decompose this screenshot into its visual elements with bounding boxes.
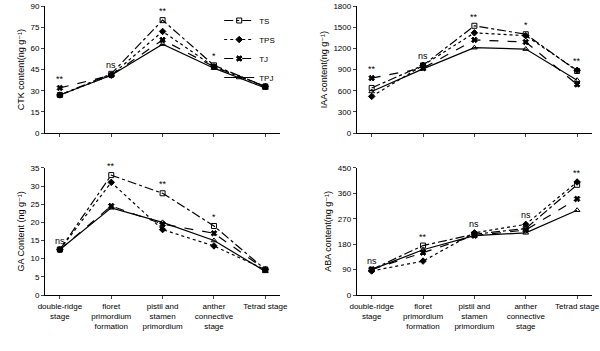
svg-text:Tetrad stage: Tetrad stage bbox=[243, 302, 288, 311]
svg-text:*: * bbox=[524, 20, 528, 30]
svg-text:**: ** bbox=[573, 168, 581, 178]
svg-text:600: 600 bbox=[338, 87, 352, 96]
svg-text:60: 60 bbox=[30, 44, 39, 53]
svg-text:antherconnectivestage: antherconnectivestage bbox=[507, 302, 546, 332]
svg-text:900: 900 bbox=[338, 65, 352, 74]
svg-text:*: * bbox=[212, 51, 216, 61]
svg-text:ns: ns bbox=[521, 210, 531, 220]
svg-text:0: 0 bbox=[35, 129, 40, 138]
svg-text:ns: ns bbox=[106, 60, 116, 70]
svg-text:**: ** bbox=[419, 232, 427, 242]
svg-text:**: ** bbox=[470, 12, 478, 22]
svg-text:45: 45 bbox=[30, 65, 39, 74]
svg-text:CTK content(ng g⁻¹): CTK content(ng g⁻¹) bbox=[16, 29, 26, 110]
svg-text:TPS: TPS bbox=[259, 36, 275, 45]
svg-text:90: 90 bbox=[342, 265, 351, 274]
svg-text:20: 20 bbox=[30, 218, 39, 227]
svg-text:floretprimordiumformation: floretprimordiumformation bbox=[91, 302, 131, 332]
svg-text:ns: ns bbox=[418, 51, 428, 61]
svg-text:0: 0 bbox=[35, 291, 40, 300]
svg-text:**: ** bbox=[159, 6, 167, 16]
svg-text:10: 10 bbox=[30, 254, 39, 263]
svg-text:35: 35 bbox=[30, 164, 39, 173]
svg-text:180: 180 bbox=[338, 240, 352, 249]
svg-text:1800: 1800 bbox=[333, 2, 351, 11]
svg-text:TPJ: TPJ bbox=[259, 74, 273, 83]
svg-text:90: 90 bbox=[30, 2, 39, 11]
svg-text:ns: ns bbox=[55, 236, 65, 246]
svg-text:25: 25 bbox=[30, 200, 39, 209]
svg-text:double-ridgestage: double-ridgestage bbox=[349, 302, 394, 321]
svg-text:270: 270 bbox=[338, 215, 352, 224]
svg-text:ns: ns bbox=[367, 256, 377, 266]
svg-text:Tetrad stage: Tetrad stage bbox=[555, 302, 600, 311]
svg-text:0: 0 bbox=[347, 291, 352, 300]
svg-text:GA Content (ng g⁻¹): GA Content (ng g⁻¹) bbox=[16, 191, 26, 271]
svg-text:**: ** bbox=[56, 74, 64, 84]
svg-text:double-ridgestage: double-ridgestage bbox=[38, 302, 83, 321]
svg-text:0: 0 bbox=[347, 129, 352, 138]
svg-text:**: ** bbox=[107, 161, 115, 171]
svg-text:TS: TS bbox=[259, 17, 269, 26]
svg-text:**: ** bbox=[573, 56, 581, 66]
svg-text:TJ: TJ bbox=[259, 55, 268, 64]
svg-text:300: 300 bbox=[338, 108, 352, 117]
svg-text:**: ** bbox=[368, 64, 376, 74]
svg-text:75: 75 bbox=[30, 23, 39, 32]
svg-text:antherconnectivestage: antherconnectivestage bbox=[195, 302, 234, 332]
svg-text:30: 30 bbox=[30, 87, 39, 96]
svg-text:pistil andstamenprimordium: pistil andstamenprimordium bbox=[143, 302, 183, 332]
svg-text:**: ** bbox=[159, 179, 167, 189]
svg-text:ns: ns bbox=[469, 219, 479, 229]
svg-text:1200: 1200 bbox=[333, 44, 351, 53]
svg-text:pistil andstamenprimordium: pistil andstamenprimordium bbox=[454, 302, 494, 332]
svg-text:360: 360 bbox=[338, 189, 352, 198]
svg-text:30: 30 bbox=[30, 182, 39, 191]
svg-text:ABA content(ng g⁻¹): ABA content(ng g⁻¹) bbox=[323, 191, 333, 272]
svg-text:*: * bbox=[212, 212, 216, 222]
svg-text:15: 15 bbox=[30, 108, 39, 117]
svg-text:floretprimordiumformation: floretprimordiumformation bbox=[403, 302, 443, 332]
svg-text:1500: 1500 bbox=[333, 23, 351, 32]
svg-text:5: 5 bbox=[35, 273, 40, 282]
svg-text:450: 450 bbox=[338, 164, 352, 173]
svg-text:15: 15 bbox=[30, 236, 39, 245]
svg-text:IAA content(ng g⁻¹): IAA content(ng g⁻¹) bbox=[319, 31, 329, 108]
